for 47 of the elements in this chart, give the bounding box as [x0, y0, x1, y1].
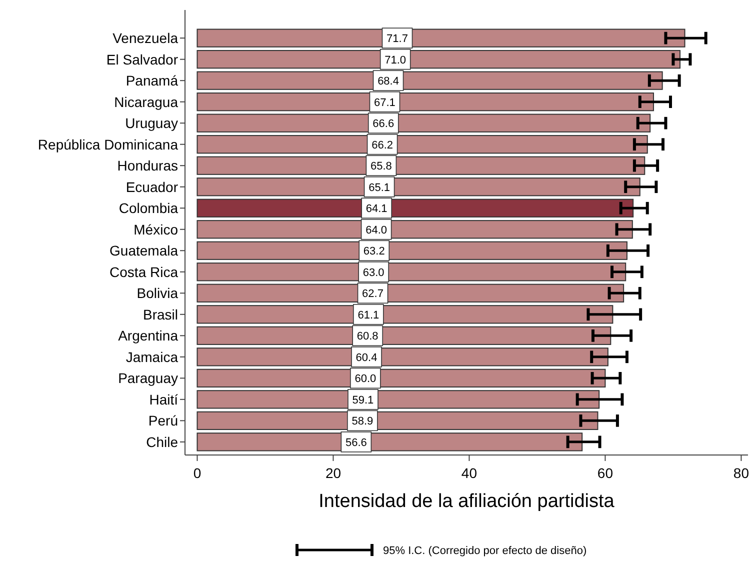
- data-label: 67.1: [374, 96, 396, 109]
- data-label: 64.0: [366, 224, 388, 236]
- x-tick-label: 0: [193, 465, 202, 481]
- data-label: 60.0: [354, 373, 376, 386]
- text: 95% I.C. (Corregido por efecto de diseño): [383, 545, 587, 557]
- data-label: 66.2: [372, 139, 393, 152]
- data-label: 66.6: [372, 118, 394, 130]
- x-tick-label: 20: [325, 465, 342, 481]
- y-tick-label: El Salvador: [106, 51, 178, 68]
- y-tick-label: Jamaica: [126, 348, 178, 365]
- y-tick-label: República Dominicana: [38, 136, 178, 152]
- y-tick-label: Costa Rica: [110, 264, 178, 280]
- data-label: 64.1: [366, 203, 388, 216]
- y-tick-label: Panamá: [126, 72, 178, 89]
- data-label: 65.8: [370, 160, 392, 173]
- y-tick-label: Perú: [148, 412, 178, 429]
- data-label: 59.1: [352, 394, 374, 406]
- data-label: 71.7: [386, 33, 408, 46]
- x-axis-title: Intensidad de la afiliación partidista: [318, 491, 615, 512]
- y-tick-label: Guatemala: [110, 242, 178, 259]
- data-label: 63.2: [363, 246, 385, 258]
- data-label: 56.6: [345, 436, 367, 449]
- y-tick-label: Brasil: [142, 306, 178, 322]
- y-tick-label: Chile: [146, 434, 178, 450]
- data-label: 65.1: [368, 182, 390, 194]
- y-tick-label: Venezuela: [112, 30, 178, 46]
- data-label: 60.4: [356, 352, 378, 364]
- data-label: 63.0: [362, 266, 384, 279]
- data-label: 62.7: [362, 288, 384, 300]
- data-label: 60.8: [356, 330, 378, 343]
- x-tick-label: 80: [733, 465, 750, 481]
- data-label: 71.0: [384, 54, 406, 66]
- y-tick-label: Honduras: [117, 158, 178, 174]
- y-tick-label: Haití: [149, 391, 178, 408]
- data-label: 58.9: [352, 416, 374, 428]
- y-tick-label: Bolivia: [136, 285, 178, 302]
- y-tick-label: Ecuador: [126, 178, 178, 195]
- y-tick-label: Paraguay: [118, 370, 178, 386]
- data-label: 68.4: [378, 76, 399, 88]
- y-tick-label: Argentina: [118, 328, 178, 344]
- x-tick-label: 60: [597, 465, 614, 481]
- x-tick-label: 40: [461, 465, 478, 481]
- y-tick-label: México: [134, 221, 178, 238]
- y-tick-label: Uruguay: [125, 115, 178, 132]
- y-tick-label: Colombia: [118, 200, 178, 216]
- data-label: 61.1: [358, 309, 380, 322]
- y-tick-label: Nicaragua: [114, 94, 178, 110]
